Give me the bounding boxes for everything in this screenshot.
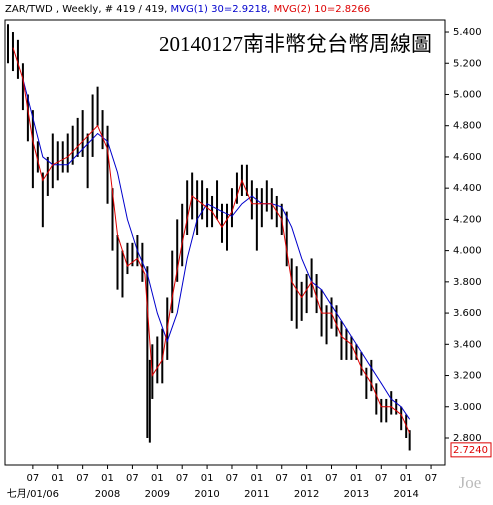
header-text: ZAR/TWD , Weekly, # 419 / 419, bbox=[5, 4, 167, 15]
y-tick-label: 4.200 bbox=[453, 214, 482, 225]
x-tick-label: 07 bbox=[126, 473, 139, 484]
x-tick-label: 07 bbox=[226, 473, 239, 484]
x-tick-label: 07 bbox=[176, 473, 189, 484]
moving-average bbox=[12, 47, 411, 434]
x-tick-label: 07 bbox=[76, 473, 89, 484]
x-tick-label: 01 bbox=[151, 473, 164, 484]
y-tick-label: 3.600 bbox=[453, 308, 482, 319]
x-tick-label: 07 bbox=[325, 473, 338, 484]
legend-entry: MVG(2) 10=2.8266 bbox=[274, 4, 371, 15]
y-tick-label: 3.200 bbox=[453, 371, 482, 382]
x-tick-label: 01 bbox=[51, 473, 64, 484]
x-year-label: 2013 bbox=[344, 489, 369, 500]
y-tick-label: 3.800 bbox=[453, 277, 482, 288]
x-tick-label: 01 bbox=[350, 473, 363, 484]
plot-frame bbox=[4, 19, 446, 466]
y-tick-label: 4.600 bbox=[453, 152, 482, 163]
y-tick-label: 5.000 bbox=[453, 89, 482, 100]
x-year-label: 2008 bbox=[95, 489, 120, 500]
x-tick-label: 01 bbox=[300, 473, 313, 484]
y-tick-label: 4.400 bbox=[453, 183, 482, 194]
moving-average bbox=[22, 78, 411, 420]
x-year-label: 2012 bbox=[294, 489, 319, 500]
x-tick-label: 07 bbox=[425, 473, 438, 484]
x-tick-label: 07 bbox=[375, 473, 388, 484]
x-tick-label: 07 bbox=[275, 473, 288, 484]
y-tick-label: 4.000 bbox=[453, 246, 482, 257]
last-value-label: 2.7240 bbox=[453, 445, 488, 456]
chart-title: 20140127南非幣兌台幣周線圖 bbox=[159, 32, 432, 56]
watermark: Joe bbox=[459, 473, 482, 492]
x-tick-label: 01 bbox=[400, 473, 413, 484]
x-year-label: 2014 bbox=[393, 489, 418, 500]
y-tick-label: 4.800 bbox=[453, 121, 482, 132]
x-year-label: 2009 bbox=[145, 489, 170, 500]
last-value-box bbox=[450, 442, 492, 458]
x-year-label: 2011 bbox=[244, 489, 269, 500]
x-tick-label: 01 bbox=[101, 473, 114, 484]
y-tick-label: 5.400 bbox=[453, 27, 482, 38]
x-tick-label: 07 bbox=[27, 473, 40, 484]
y-tick-label: 3.400 bbox=[453, 339, 482, 350]
y-tick-label: 3.000 bbox=[453, 402, 482, 413]
y-tick-label: 5.200 bbox=[453, 58, 482, 69]
legend-entry: MVG(1) 30=2.9218, bbox=[171, 4, 271, 15]
x-year-label: 2010 bbox=[194, 489, 219, 500]
x-year-label: 七月/01/06 bbox=[7, 488, 59, 500]
y-tick-label: 2.800 bbox=[453, 433, 482, 444]
x-tick-label: 01 bbox=[201, 473, 214, 484]
header: ZAR/TWD , Weekly, # 419 / 419, MVG(1) 30… bbox=[5, 4, 370, 15]
x-tick-label: 01 bbox=[250, 473, 263, 484]
